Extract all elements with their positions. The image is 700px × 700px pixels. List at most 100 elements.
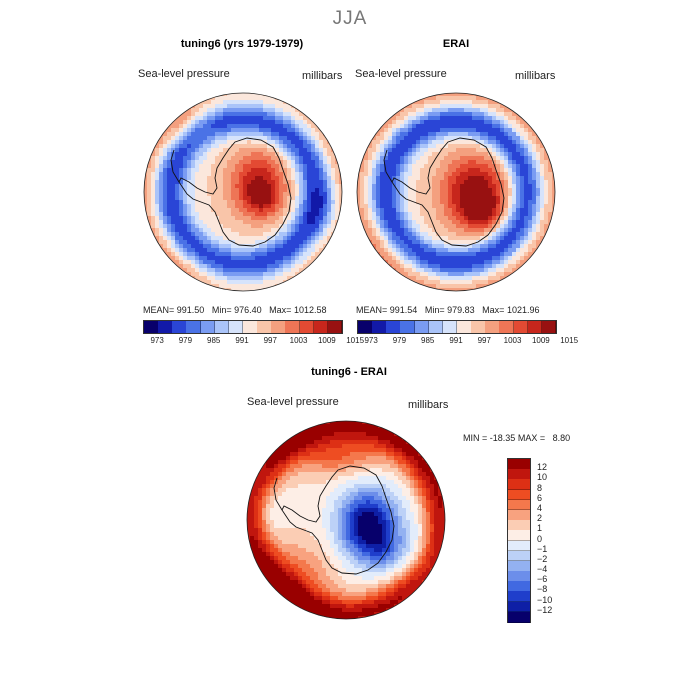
model-cell (207, 208, 212, 213)
diff-cell (402, 508, 407, 513)
obs-cell (456, 164, 461, 169)
obs-cell (492, 260, 497, 265)
obs-cell (516, 168, 521, 173)
obs-cell (476, 100, 481, 105)
model-cell (195, 116, 200, 121)
diff-cell (438, 500, 443, 505)
model-cell (267, 208, 272, 213)
obs-cell (424, 120, 429, 125)
diff-cell (270, 500, 275, 505)
model-cell (207, 136, 212, 141)
obs-cell (464, 184, 469, 189)
model-cell (191, 108, 196, 113)
model-cell (311, 156, 316, 161)
diff-cell (294, 452, 299, 457)
obs-cell (416, 124, 421, 129)
obs-cell (416, 240, 421, 245)
model-cell (187, 192, 192, 197)
obs-cell (384, 164, 389, 169)
model-cell (191, 132, 196, 137)
obs-cell (492, 164, 497, 169)
diff-cell (338, 444, 343, 449)
model-cell (255, 160, 260, 165)
model-cell (287, 140, 292, 145)
obs-cell (472, 140, 477, 145)
diff-cell (306, 432, 311, 437)
diff-cell (346, 448, 351, 453)
diff-cell (258, 496, 263, 501)
obs-cell (408, 236, 413, 241)
obs-colorbar-cell (386, 321, 401, 333)
model-cell (227, 280, 232, 285)
obs-cell (416, 276, 421, 281)
obs-cell (532, 216, 537, 221)
model-cell (235, 236, 240, 241)
obs-cell (480, 280, 485, 285)
model-cell (211, 276, 216, 281)
model-cell (195, 172, 200, 177)
obs-cell (460, 180, 465, 185)
model-cell (295, 108, 300, 113)
obs-cell (420, 140, 425, 145)
obs-cell (500, 120, 505, 125)
model-cell (191, 152, 196, 157)
obs-cell (472, 116, 477, 121)
model-cell (183, 120, 188, 125)
model-cell (211, 108, 216, 113)
obs-cell (452, 96, 457, 101)
diff-cell (306, 476, 311, 481)
diff-cell (362, 440, 367, 445)
obs-cell (456, 96, 461, 101)
model-cell (195, 176, 200, 181)
model-cell (295, 208, 300, 213)
diff-cell (338, 436, 343, 441)
diff-cell (422, 468, 427, 473)
obs-cell (444, 192, 449, 197)
model-cell (291, 196, 296, 201)
diff-cell (402, 452, 407, 457)
model-cell (183, 132, 188, 137)
obs-cell (508, 200, 513, 205)
obs-cell (504, 152, 509, 157)
obs-cell (464, 224, 469, 229)
obs-cell (540, 204, 545, 209)
obs-cell (464, 212, 469, 217)
model-cell (323, 240, 328, 245)
diff-cell (438, 504, 443, 509)
model-cell (295, 180, 300, 185)
obs-cell (504, 116, 509, 121)
model-cell (319, 152, 324, 157)
model-cell (311, 164, 316, 169)
model-cell (191, 264, 196, 269)
model-cell (295, 248, 300, 253)
obs-cell (540, 232, 545, 237)
obs-cell (504, 264, 509, 269)
model-cell (291, 144, 296, 149)
model-cell (239, 172, 244, 177)
diff-cell (354, 444, 359, 449)
model-cell (183, 124, 188, 129)
model-cell (251, 156, 256, 161)
diff-cell (342, 460, 347, 465)
model-cell (263, 164, 268, 169)
model-cell (195, 240, 200, 245)
model-cell (255, 180, 260, 185)
obs-cell (488, 252, 493, 257)
model-cell (255, 228, 260, 233)
obs-cell (408, 228, 413, 233)
diff-cell (354, 432, 359, 437)
model-cell (219, 124, 224, 129)
model-cell (271, 164, 276, 169)
model-cell (175, 236, 180, 241)
diff-cell (270, 456, 275, 461)
obs-cell (500, 192, 505, 197)
obs-cell (432, 208, 437, 213)
diff-cell (370, 424, 375, 429)
diff-cell (386, 500, 391, 505)
obs-cell (408, 204, 413, 209)
model-cell (283, 212, 288, 217)
obs-cell (484, 140, 489, 145)
obs-min-value: 979.83 (447, 305, 475, 315)
diff-cell (406, 504, 411, 509)
model-cell (287, 144, 292, 149)
